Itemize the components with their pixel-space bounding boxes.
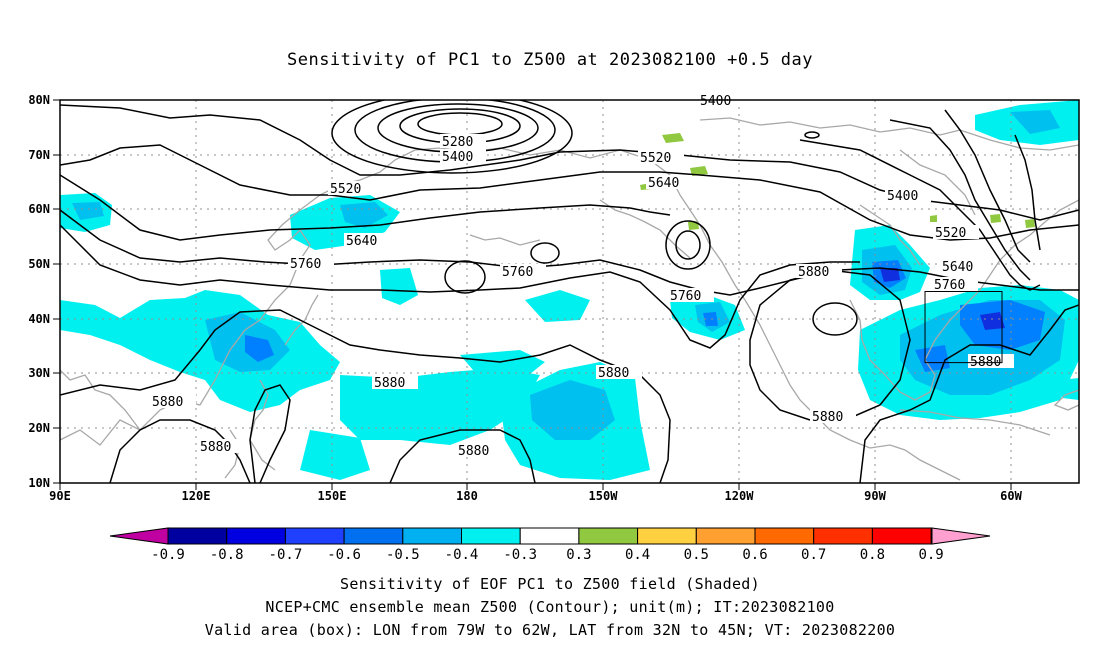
lat-label: 20N: [28, 421, 50, 435]
shade-region: [300, 430, 370, 480]
colorbar-label: -0.6: [327, 547, 361, 563]
colorbar-segment: [461, 527, 521, 545]
page-title: Sensitivity of PC1 to Z500 at 2023082100…: [286, 50, 813, 70]
colorbar: -0.9 -0.8 -0.7 -0.6 -0.5 -0.4 -0.3 0.3 0.4 0.5 0.6…: [109, 527, 991, 563]
lon-label: 150E: [318, 489, 347, 503]
z500-contours: [60, 100, 1079, 483]
colorbar-segment: [637, 527, 697, 545]
contour-label: 5640: [648, 176, 679, 191]
shade-region: [690, 166, 708, 176]
lat-label: 80N: [28, 93, 50, 107]
contour-label: 5760: [670, 289, 701, 304]
shade-region: [980, 312, 1005, 330]
lat-label: 70N: [28, 148, 50, 162]
lat-label: 30N: [28, 366, 50, 380]
shade-region: [990, 214, 1001, 223]
colorbar-segment: [167, 527, 228, 545]
lat-label: 50N: [28, 257, 50, 271]
shade-region: [662, 133, 684, 143]
lon-label: 90W: [864, 489, 886, 503]
contour-label: 5880: [374, 376, 405, 391]
colorbar-label: 0.7: [801, 547, 826, 563]
colorbar-label: 0.8: [860, 547, 885, 563]
valid-area-box: [924, 291, 1003, 364]
footer-line-contour: NCEP+CMC ensemble mean Z500 (Contour); u…: [265, 598, 835, 616]
colorbar-label: -0.3: [503, 547, 537, 563]
colorbar-label: 0.4: [625, 547, 650, 563]
colorbar-label: 0.3: [566, 547, 591, 563]
lon-label: 60W: [1000, 489, 1022, 503]
lon-label: 150W: [589, 489, 619, 503]
footer-line-shaded: Sensitivity of EOF PC1 to Z500 field (Sh…: [340, 575, 760, 593]
shade-region: [1010, 110, 1060, 134]
colorbar-label: 0.6: [742, 547, 767, 563]
shaded-sensitivity: [60, 100, 1079, 480]
lat-label: 10N: [28, 476, 50, 490]
colorbar-label: -0.8: [210, 547, 244, 563]
colorbar-segment: [284, 527, 345, 545]
shade-region: [530, 380, 615, 440]
latitude-labels: 80N 70N 60N 50N 40N 30N 20N 10N: [28, 93, 50, 490]
shade-region: [380, 268, 418, 305]
contour-label: 5640: [942, 260, 973, 275]
contour-label: 5520: [640, 151, 671, 166]
contour-label: 5760: [934, 278, 965, 293]
contour-label: 5400: [887, 189, 918, 204]
shade-region: [245, 335, 274, 362]
lat-label: 60N: [28, 202, 50, 216]
shade-region: [930, 215, 937, 222]
shade-region: [525, 290, 590, 322]
colorbar-segment: [754, 527, 815, 545]
colorbar-label: 0.9: [918, 547, 943, 563]
lat-label: 40N: [28, 312, 50, 326]
shade-region: [915, 345, 950, 372]
colorbar-segment: [519, 527, 580, 545]
lon-label: 120E: [182, 489, 211, 503]
contour-label: 5880: [458, 444, 489, 459]
colorbar-segment: [402, 527, 462, 545]
contour-label-group: 5400 5280 5400 5520 5640 5520 5640 5760 …: [150, 93, 1014, 459]
colorbar-label: -0.4: [445, 547, 479, 563]
shade-region: [880, 268, 900, 282]
axis-ticks: [53, 99, 1012, 490]
colorbar-low-tip: [109, 527, 169, 545]
colorbar-segment: [695, 527, 756, 545]
contour-label: 5640: [346, 234, 377, 249]
colorbar-label: -0.5: [386, 547, 420, 563]
map-frame: [59, 99, 1080, 484]
contour-label: 5280: [442, 135, 473, 150]
shade-region: [1025, 219, 1035, 228]
contour-label: 5880: [200, 440, 231, 455]
colorbar-segment: [226, 527, 286, 545]
contour-label: 5880: [598, 366, 629, 381]
lon-label: 90E: [49, 489, 71, 503]
contour-label: 5880: [812, 410, 843, 425]
lon-label: 180: [456, 489, 478, 503]
colorbar-label: -0.9: [151, 547, 185, 563]
shade-region: [460, 350, 545, 378]
contour-label: 5760: [290, 257, 321, 272]
contour-label: 5760: [502, 265, 533, 280]
longitude-labels: 90E 120E 150E 180 150W 120W 90W 60W: [49, 489, 1022, 503]
colorbar-segment: [871, 527, 932, 545]
shade-region: [72, 202, 104, 220]
contour-label: 5520: [330, 182, 361, 197]
colorbar-high-tip: [931, 527, 991, 545]
contour-label: 5400: [700, 94, 731, 109]
contour-label: 5880: [798, 265, 829, 280]
lon-label: 120W: [725, 489, 755, 503]
contour-label: 5400: [442, 150, 473, 165]
footer-line-valid-area: Valid area (box): LON from 79W to 62W, L…: [204, 621, 896, 639]
colorbar-segment: [343, 527, 404, 545]
contour-label: 5880: [152, 395, 183, 410]
colorbar-label: 0.5: [684, 547, 709, 563]
contour-label: 5520: [935, 226, 966, 241]
colorbar-label: -0.7: [269, 547, 303, 563]
colorbar-segment: [578, 527, 639, 545]
shade-region: [703, 312, 718, 326]
colorbar-segment: [813, 527, 873, 545]
